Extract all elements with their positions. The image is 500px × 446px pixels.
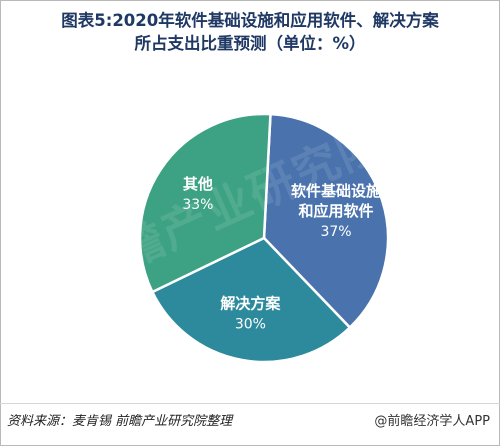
pie-slice-3-label-1: 其他 <box>183 175 213 193</box>
pie-slice-1-label-2: 和应用软件 <box>299 202 374 220</box>
pie-slice-2-label-1: 解决方案 <box>220 295 281 313</box>
chart-title: 图表5:2020年软件基础设施和应用软件、解决方案 所占支出比重预测（单位：%） <box>0 9 500 55</box>
brand-credit: @前瞻经济学人APP <box>374 414 490 429</box>
pie-slice-2-value: 30% <box>235 317 266 333</box>
source-note: 资料来源：麦肯锡 前瞻产业研究院整理 <box>7 414 233 429</box>
chart-title-line-1: 图表5:2020年软件基础设施和应用软件、解决方案 <box>61 11 439 30</box>
footer-divider <box>0 403 500 404</box>
pie-slice-3-value: 33% <box>182 197 213 213</box>
pie-slice-1 <box>262 112 390 330</box>
pie-slice-3 <box>138 112 272 294</box>
pie-slice-1-label-1: 软件基础设施 <box>291 182 381 200</box>
chart-title-line-2: 所占支出比重预测（单位：%） <box>134 34 366 53</box>
pie-slice-1-value: 37% <box>320 224 351 240</box>
